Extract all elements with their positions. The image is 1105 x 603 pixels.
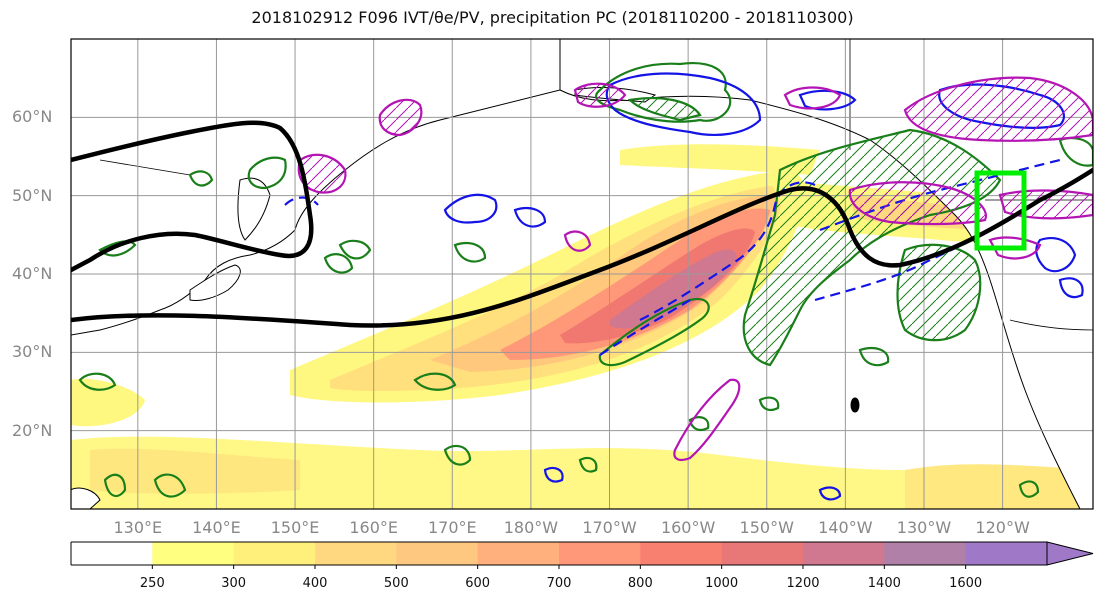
colorbar-tick-label: 400 [302, 576, 328, 591]
latitude-label: 30°N [12, 342, 53, 362]
latitude-label: 60°N [12, 107, 53, 127]
colorbar-segment [559, 542, 641, 565]
latitude-label: 20°N [12, 420, 53, 440]
region-highlight-box [974, 170, 1027, 251]
colorbar-tick-label: 1000 [705, 576, 739, 591]
colorbar-segment [71, 542, 153, 565]
colorbar-extend-arrow [1046, 541, 1094, 566]
colorbar-tick-label: 600 [465, 576, 491, 591]
colorbar-segment [965, 542, 1048, 565]
colorbar-segment [803, 542, 885, 565]
figure-title: 2018102912 F096 IVT/θe/PV, precipitation… [251, 8, 854, 27]
colorbar-segment [640, 542, 723, 565]
colorbar-tick-label: 1200 [786, 576, 820, 591]
longitude-label: 130°E [113, 518, 163, 537]
magenta-contours [297, 76, 1093, 461]
longitude-label: 170°E [427, 518, 477, 537]
colorbar-segment [315, 542, 397, 565]
latitude-label: 50°N [12, 185, 53, 205]
longitude-label: 170°W [582, 518, 637, 537]
colorbar-segment [884, 542, 967, 565]
longitude-label: 130°W [896, 518, 952, 537]
colorbar-tick-label: 1400 [867, 576, 901, 591]
colorbar-tick-label: 800 [627, 576, 653, 591]
colorbar-tick-label: 1600 [949, 576, 983, 591]
map-frame [70, 38, 1094, 510]
longitude-label: 150°E [270, 518, 320, 537]
colorbar-segment [233, 542, 316, 565]
longitude-label: 140°E [192, 518, 241, 537]
colorbar-tick-label: 250 [139, 576, 165, 591]
colorbar-tick-label: 700 [546, 576, 572, 591]
colorbar-segment [477, 542, 560, 565]
colorbar-segment [396, 542, 479, 565]
colorbar-tick-label: 300 [221, 576, 247, 591]
colorbar-segment [721, 542, 804, 565]
longitude-label: 180°W [503, 518, 559, 537]
longitude-label: 160°W [660, 518, 716, 537]
colorbar [70, 541, 1094, 569]
longitude-label: 140°W [818, 518, 873, 537]
colorbar-segment [152, 542, 235, 565]
longitude-label: 160°E [349, 518, 398, 537]
longitude-label: 120°W [975, 518, 1030, 537]
colorbar-tick-label: 500 [383, 576, 409, 591]
map-area [71, 39, 1093, 509]
longitude-label: 150°W [739, 518, 794, 537]
latitude-label: 40°N [12, 264, 53, 283]
